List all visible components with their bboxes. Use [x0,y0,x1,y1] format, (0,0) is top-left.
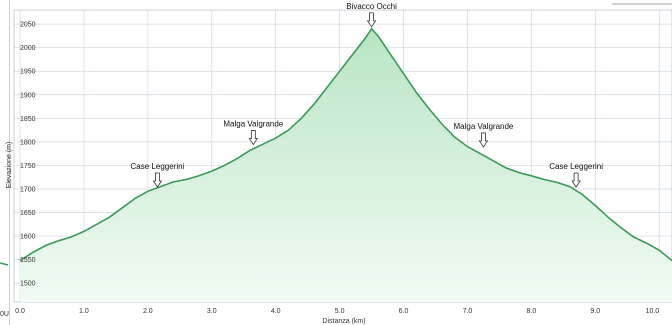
elevation-line [19,27,672,262]
x-tick-label: 8.0 [527,308,537,315]
y-tick-label: 1750 [20,163,36,170]
x-tick-label: 7.0 [463,308,473,315]
down-arrow-marker [152,172,163,188]
left-pane-profile-fragment [0,262,9,266]
y-tick-label: 1950 [20,69,36,76]
down-arrow-marker [571,172,581,188]
left-pane-divider [9,0,10,325]
y-tick-label: 1700 [20,186,36,193]
x-tick-label: 2.0 [143,308,153,315]
waypoint-label: Malga Valgrande [453,122,513,131]
x-tick-label: 1.0 [79,308,89,315]
y-tick-label: 1850 [20,116,36,123]
waypoint-label: Case Leggerini [549,162,603,171]
x-axis-label: Distanza (km) [322,318,365,325]
down-arrow-marker [478,132,489,148]
waypoint-annotation: Malga Valgrande [223,120,284,146]
y-tick-label: 1900 [20,92,36,99]
elevation-area [20,28,672,303]
waypoint-annotation: Case Leggerini [549,162,603,188]
y-axis-label: Elevazione (m) [6,142,13,189]
x-tick-label: 10.0 [646,308,660,315]
x-tick-label: 3.0 [207,308,217,315]
waypoint-annotations: Bivacco Occhi Malga Valgrande Case Leggeri… [131,2,603,188]
waypoint-label: Case Leggerini [131,162,185,171]
y-tick-label: 1500 [20,281,36,288]
x-tick-label: 4.0 [271,308,281,315]
y-tick-label: 1650 [20,210,36,217]
y-tick-label: 1600 [20,234,36,241]
down-arrow-marker [366,12,377,28]
x-tick-label: 9.0 [590,308,600,315]
x-tick-label: 5.0 [335,308,345,315]
y-tick-label: 2050 [20,22,36,29]
y-tick-label: 1550 [20,257,36,264]
waypoint-annotation: Malga Valgrande [453,122,514,148]
y-tick-label: 1800 [20,139,36,146]
x-tick-label: 0.0 [15,308,25,315]
x-tick-label: 6.0 [399,308,409,315]
waypoint-annotation: Bivacco Occhi [346,2,397,28]
y-tick-label: 2000 [20,45,36,52]
down-arrow-marker [248,130,259,146]
left-pane-edge-label: 0U [0,311,9,318]
waypoint-annotation: Case Leggerini [131,162,185,188]
y-axis-ticks: 1500 1550 1600 1650 1700 1750 1800 1850 1900 1950… [20,22,36,288]
waypoint-label: Bivacco Occhi [346,2,397,11]
waypoint-label: Malga Valgrande [223,120,283,129]
x-axis-ticks: 0.0 1.0 2.0 3.0 4.0 5.0 6.0 7.0 8.0 9.0 10.0 [15,308,659,315]
